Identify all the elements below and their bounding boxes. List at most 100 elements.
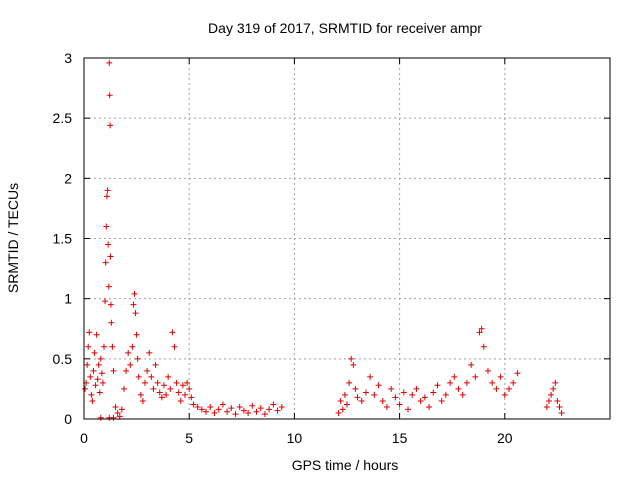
data-point	[132, 310, 139, 317]
data-point	[341, 391, 348, 398]
data-point	[90, 367, 97, 374]
data-point	[388, 385, 395, 392]
x-tick-label: 20	[497, 430, 513, 446]
data-point	[278, 403, 285, 410]
data-point	[123, 367, 130, 374]
data-point	[94, 376, 101, 383]
data-point	[211, 409, 218, 416]
data-point	[100, 343, 107, 350]
data-point	[215, 406, 222, 413]
y-axis-label: SRMTID / TECUs	[5, 183, 21, 293]
data-point	[99, 379, 106, 386]
data-point	[181, 391, 188, 398]
data-point	[175, 389, 182, 396]
data-point	[118, 406, 125, 413]
data-point	[105, 241, 112, 248]
data-point	[484, 367, 491, 374]
data-point	[110, 414, 117, 421]
data-point	[236, 403, 243, 410]
data-point	[480, 343, 487, 350]
data-point	[434, 382, 441, 389]
data-point	[472, 373, 479, 380]
data-point	[459, 391, 466, 398]
data-point	[130, 301, 137, 308]
data-point	[169, 329, 176, 336]
data-point	[110, 367, 117, 374]
data-points	[82, 59, 565, 421]
data-point	[135, 373, 142, 380]
data-point	[137, 391, 144, 398]
data-point	[421, 394, 428, 401]
data-point	[190, 401, 197, 408]
data-point	[109, 343, 116, 350]
data-point	[548, 391, 555, 398]
data-point	[93, 331, 100, 338]
data-point	[266, 406, 273, 413]
data-point	[417, 397, 424, 404]
data-point	[108, 319, 115, 326]
data-point	[173, 379, 180, 386]
data-point	[105, 283, 112, 290]
data-point	[362, 389, 369, 396]
data-point	[501, 391, 508, 398]
data-point	[95, 361, 102, 368]
data-point	[86, 329, 93, 336]
data-point	[148, 373, 155, 380]
data-point	[257, 405, 264, 412]
data-point	[426, 403, 433, 410]
data-point	[102, 298, 109, 305]
y-tick-label: 1.5	[53, 231, 73, 247]
data-point	[158, 394, 165, 401]
data-point	[396, 401, 403, 408]
data-point	[198, 406, 205, 413]
data-point	[352, 385, 359, 392]
data-point	[240, 407, 247, 414]
data-point	[556, 403, 563, 410]
data-point	[274, 407, 281, 414]
data-point	[430, 389, 437, 396]
data-point	[346, 379, 353, 386]
data-point	[167, 385, 174, 392]
x-tick-label: 5	[185, 430, 193, 446]
data-point	[92, 382, 99, 389]
data-point	[493, 385, 500, 392]
data-point	[232, 411, 239, 418]
data-point	[350, 361, 357, 368]
data-point	[87, 373, 94, 380]
data-point	[489, 379, 496, 386]
data-point	[558, 409, 565, 416]
y-tick-label: 3	[64, 50, 72, 66]
data-point	[339, 406, 346, 413]
data-point	[91, 349, 98, 356]
data-point	[510, 379, 517, 386]
data-point	[358, 397, 365, 404]
grid-lines	[84, 58, 610, 419]
data-point	[337, 397, 344, 404]
data-point	[270, 401, 277, 408]
data-point	[348, 355, 355, 362]
data-point	[476, 329, 483, 336]
data-point	[400, 389, 407, 396]
data-point	[184, 379, 191, 386]
data-point	[156, 389, 163, 396]
data-point	[207, 403, 214, 410]
data-point	[367, 373, 374, 380]
data-point	[442, 391, 449, 398]
data-point	[179, 382, 186, 389]
data-point	[150, 385, 157, 392]
data-point	[463, 379, 470, 386]
data-point	[409, 391, 416, 398]
data-point	[468, 361, 475, 368]
data-point	[125, 349, 132, 356]
data-point	[405, 406, 412, 413]
data-point	[379, 397, 386, 404]
axis-ticks: 0 5 10 15 20 0 0.5 1 1.5 2 2.5 3	[53, 50, 610, 446]
data-point	[383, 403, 390, 410]
data-point	[146, 349, 153, 356]
data-point	[152, 361, 159, 368]
data-point	[103, 223, 110, 230]
data-point	[88, 391, 95, 398]
data-point	[497, 373, 504, 380]
data-point	[354, 394, 361, 401]
